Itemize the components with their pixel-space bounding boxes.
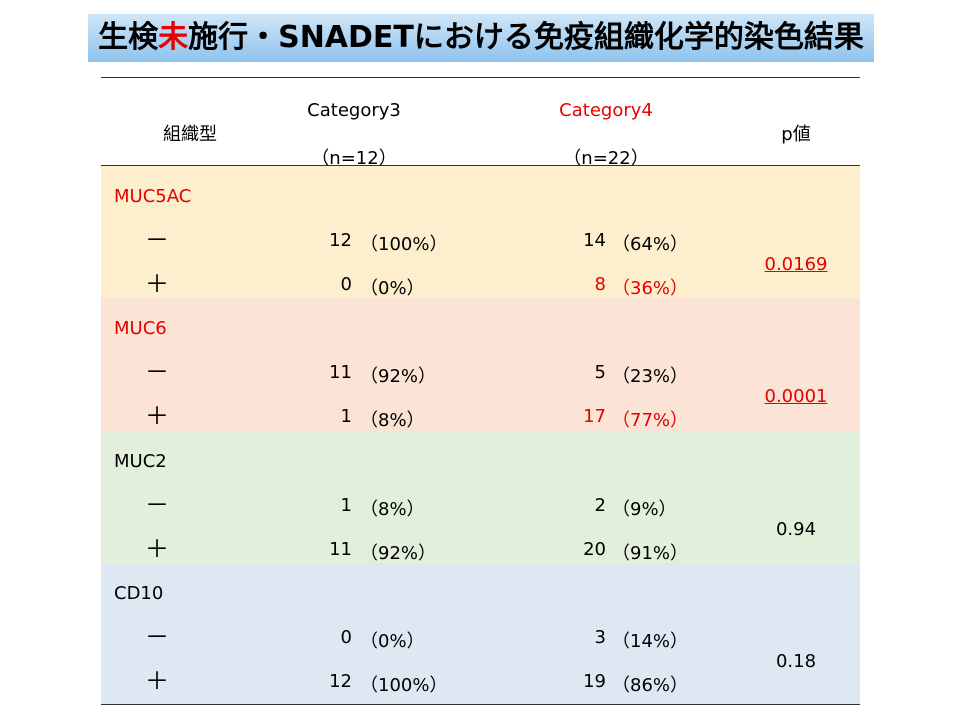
- category3-count: 11: [329, 539, 352, 560]
- category3-count: 12: [329, 230, 352, 251]
- marker-section-muc5ac: [101, 166, 860, 298]
- title-bar: 生検未施行・SNADETにおける免疫組織化学的染色結果: [88, 14, 874, 62]
- marker-name: MUC5AC: [114, 186, 192, 207]
- category4-percent: （77%）: [612, 410, 689, 431]
- header-category4-n: （n=22）: [563, 148, 649, 169]
- category3-count: 1: [340, 495, 352, 516]
- positive-sign: ＋: [145, 667, 169, 695]
- category4-percent: （64%）: [612, 234, 689, 255]
- negative-sign: －: [145, 623, 169, 651]
- p-value: 0.18: [775, 651, 817, 672]
- category4-count: 14: [583, 230, 606, 251]
- marker-section-muc2: [101, 431, 860, 563]
- marker-section-cd10: [101, 563, 860, 704]
- header-bottom-rule: [101, 165, 860, 166]
- category4-percent: （23%）: [612, 366, 689, 387]
- category4-count: 17: [583, 406, 606, 427]
- category4-percent: （14%）: [612, 631, 689, 652]
- category4-count: 3: [594, 627, 606, 648]
- header-category3: Category3: [307, 100, 401, 121]
- table-bottom-rule: [101, 704, 860, 705]
- p-value: 0.0001: [764, 386, 828, 407]
- category4-percent: （36%）: [612, 278, 689, 299]
- category3-percent: （92%）: [360, 543, 437, 564]
- category3-percent: （8%）: [360, 410, 425, 431]
- marker-name: CD10: [114, 583, 164, 604]
- positive-sign: ＋: [145, 270, 169, 298]
- positive-sign: ＋: [145, 535, 169, 563]
- category4-count: 19: [583, 671, 606, 692]
- category3-percent: （100%）: [360, 234, 448, 255]
- header-tissue-type: 組織型: [163, 124, 217, 145]
- category4-count: 20: [583, 539, 606, 560]
- category4-percent: （9%）: [612, 499, 677, 520]
- category3-count: 0: [340, 274, 352, 295]
- title-part3: 施行・SNADETにおける免疫組織化学的染色結果: [188, 20, 864, 55]
- category4-percent: （91%）: [612, 543, 689, 564]
- header-category4: Category4: [559, 100, 653, 121]
- category3-percent: （0%）: [360, 631, 425, 652]
- marker-name: MUC6: [114, 318, 167, 339]
- category3-count: 12: [329, 671, 352, 692]
- category3-count: 1: [340, 406, 352, 427]
- category3-percent: （100%）: [360, 675, 448, 696]
- header-category3-n: （n=12）: [311, 148, 397, 169]
- positive-sign: ＋: [145, 402, 169, 430]
- title-part1: 生検: [98, 20, 159, 55]
- header-pvalue: p値: [781, 124, 811, 145]
- page-title: 生検未施行・SNADETにおける免疫組織化学的染色結果: [88, 14, 874, 62]
- category4-count: 2: [594, 495, 606, 516]
- category3-count: 11: [329, 362, 352, 383]
- marker-name: MUC2: [114, 451, 167, 472]
- category3-percent: （8%）: [360, 499, 425, 520]
- p-value: 0.0169: [764, 254, 828, 275]
- marker-section-muc6: [101, 298, 860, 431]
- negative-sign: －: [145, 491, 169, 519]
- category4-count: 8: [594, 274, 606, 295]
- title-part2-highlight: 未: [158, 20, 189, 55]
- category3-percent: （92%）: [360, 366, 437, 387]
- negative-sign: －: [145, 226, 169, 254]
- category3-percent: （0%）: [360, 278, 425, 299]
- p-value: 0.94: [775, 519, 817, 540]
- table-top-rule: [101, 77, 860, 78]
- category4-count: 5: [594, 362, 606, 383]
- category3-count: 0: [340, 627, 352, 648]
- negative-sign: －: [145, 358, 169, 386]
- category4-percent: （86%）: [612, 675, 689, 696]
